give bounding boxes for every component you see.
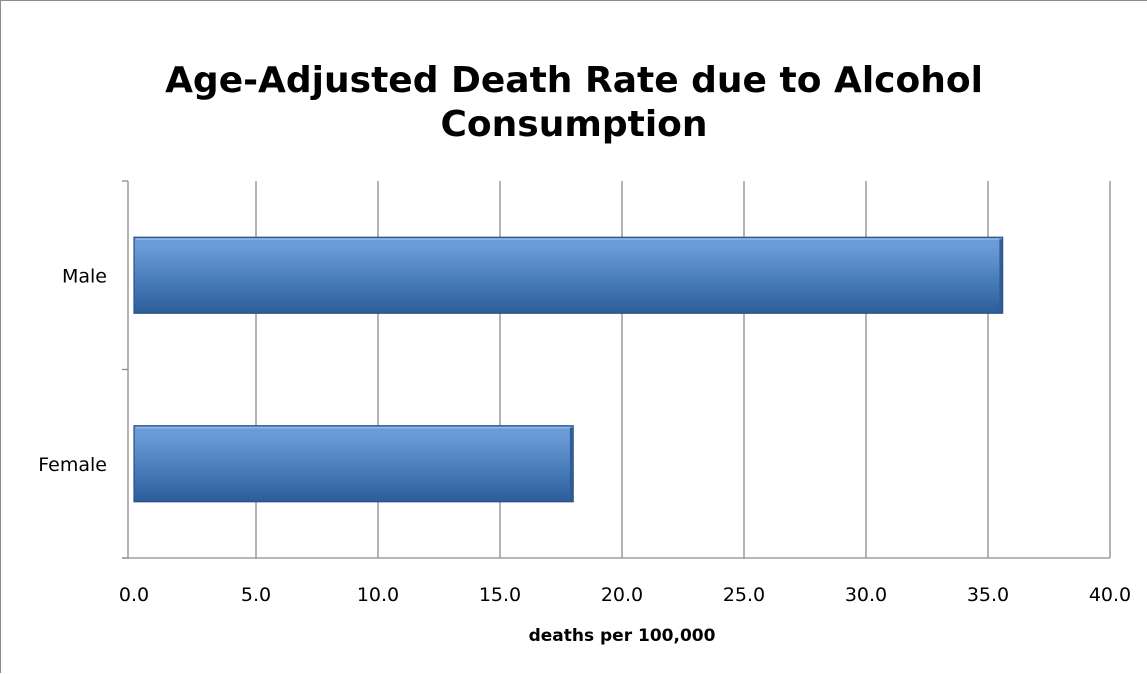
bar-female-body (133, 425, 574, 503)
category-labels: Male Female (38, 265, 107, 476)
x-tick-label-1: 5.0 (241, 584, 271, 606)
x-axis-title: deaths per 100,000 (529, 626, 716, 646)
bar-male (133, 236, 1004, 314)
x-tick-label-6: 30.0 (845, 584, 887, 606)
x-tick-label-5: 25.0 (723, 584, 765, 606)
x-tick-label-8: 40.0 (1089, 584, 1131, 606)
chart-title-line-1: Age-Adjusted Death Rate due to Alcohol (165, 60, 983, 101)
x-tick-label-7: 35.0 (967, 584, 1009, 606)
bar-male-body (133, 236, 1004, 314)
axes (122, 180, 1110, 559)
x-tick-label-3: 15.0 (479, 584, 521, 606)
x-tick-label-4: 20.0 (601, 584, 643, 606)
category-label-male: Male (62, 265, 107, 287)
bars (133, 236, 1004, 503)
x-tick-label-0: 0.0 (119, 584, 149, 606)
category-label-female: Female (38, 454, 107, 476)
x-tick-labels: 0.0 5.0 10.0 15.0 20.0 25.0 30.0 35.0 40.0 (119, 584, 1131, 606)
x-tick-label-2: 10.0 (357, 584, 399, 606)
chart-title-line-2: Consumption (440, 104, 707, 145)
bar-female (133, 425, 574, 503)
